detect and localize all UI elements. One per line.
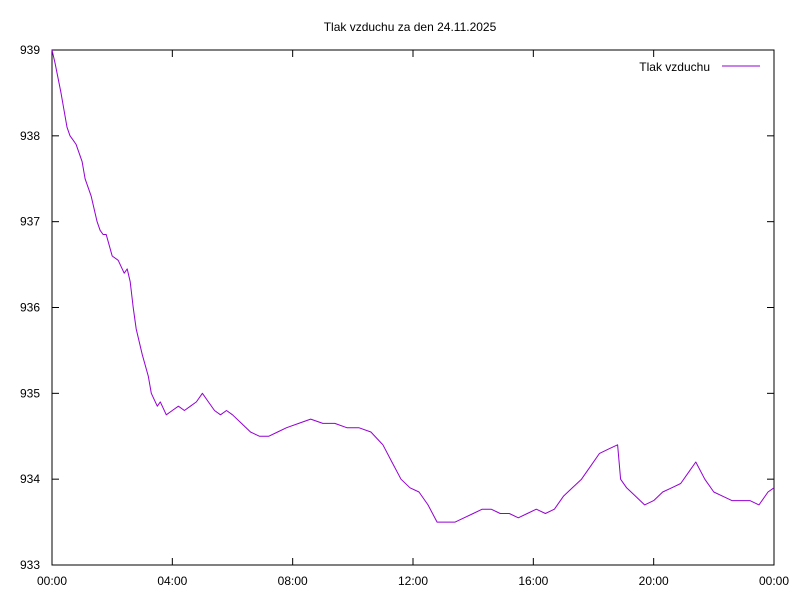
axis-ticks — [51, 49, 775, 566]
x-tick-label: 20:00 — [639, 574, 669, 588]
y-axis-labels: 933 934 935 936 937 938 939 — [20, 43, 40, 572]
x-tick-label: 00:00 — [37, 574, 67, 588]
y-tick-label: 933 — [20, 558, 40, 572]
y-tick-label: 934 — [20, 472, 40, 486]
y-tick-label: 936 — [20, 301, 40, 315]
legend: Tlak vzduchu — [639, 60, 760, 74]
y-tick-label: 939 — [20, 43, 40, 57]
x-tick-label: 08:00 — [278, 574, 308, 588]
plot-frame — [51, 49, 775, 566]
legend-label: Tlak vzduchu — [639, 60, 710, 74]
series-group — [51, 49, 775, 523]
x-tick-label: 12:00 — [398, 574, 428, 588]
series-line-tlak-vzduchu — [51, 49, 775, 523]
x-tick-label: 04:00 — [157, 574, 187, 588]
y-tick-label: 935 — [20, 386, 40, 400]
chart-title: Tlak vzduchu za den 24.11.2025 — [324, 20, 497, 34]
x-tick-label: 16:00 — [518, 574, 548, 588]
y-tick-label: 938 — [20, 129, 40, 143]
x-axis-labels: 00:00 04:00 08:00 12:00 16:00 20:00 00:00 — [37, 574, 789, 588]
x-tick-label: 00:00 — [759, 574, 789, 588]
y-tick-label: 937 — [20, 215, 40, 229]
